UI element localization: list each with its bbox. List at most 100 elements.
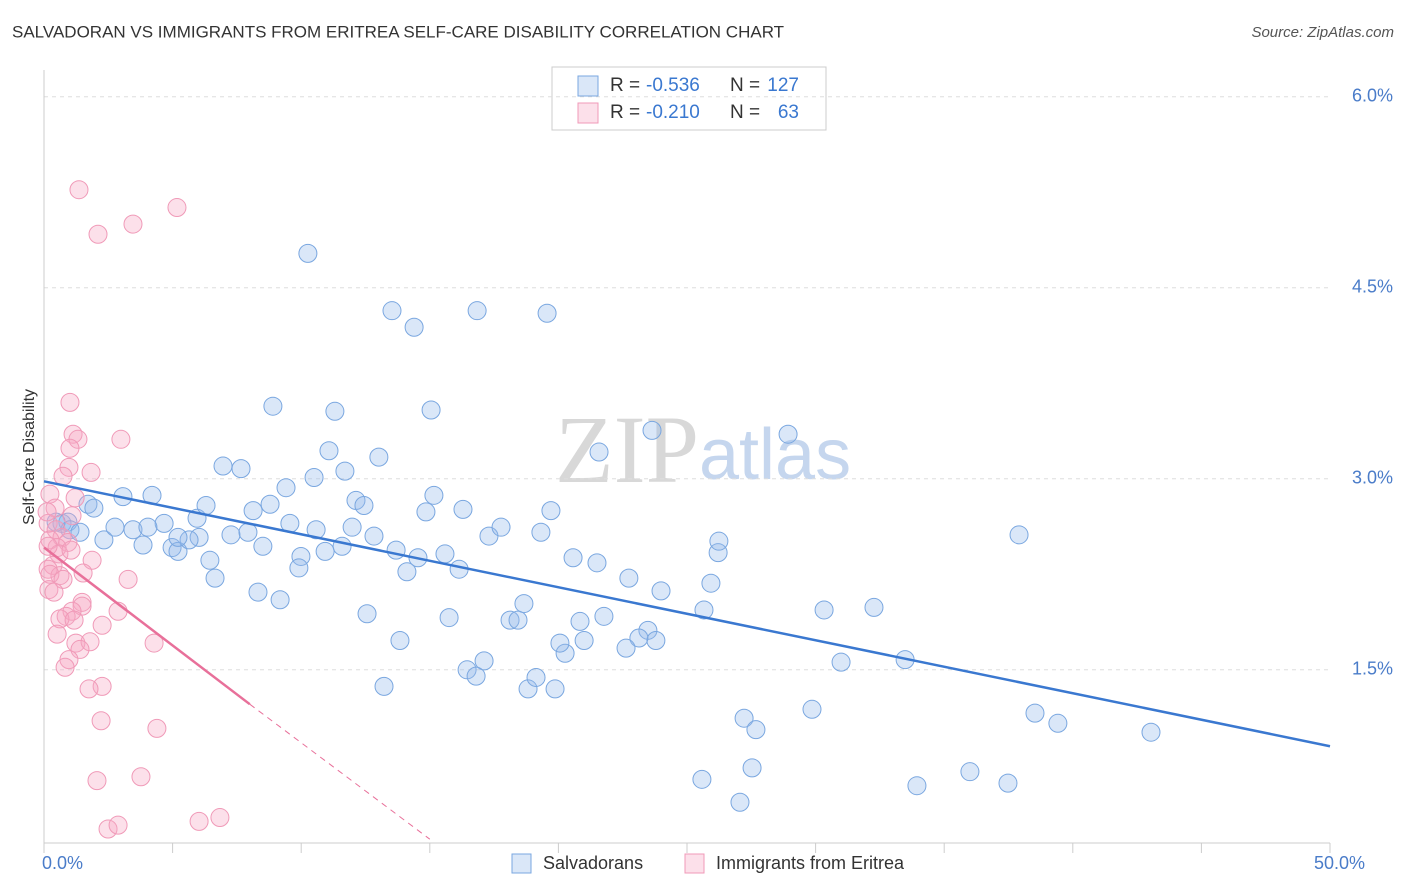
point: [168, 527, 188, 547]
point: [802, 699, 822, 719]
y-axis-label: Self-Care Disability: [21, 389, 38, 525]
point: [260, 494, 280, 514]
point: [541, 501, 561, 521]
trend-line: [249, 703, 431, 840]
y-tick-label: 4.5%: [1352, 277, 1393, 297]
point: [508, 610, 528, 630]
point: [742, 758, 762, 778]
point: [555, 643, 575, 663]
point: [629, 628, 649, 648]
point: [998, 773, 1018, 793]
watermark: ZIPatlas: [555, 396, 851, 503]
point: [404, 317, 424, 337]
point: [369, 447, 389, 467]
point: [298, 243, 318, 263]
point: [642, 420, 662, 440]
point: [60, 438, 80, 458]
point: [424, 485, 444, 505]
point: [701, 573, 721, 593]
point: [594, 606, 614, 626]
point: [354, 496, 374, 516]
point: [397, 562, 417, 582]
point: [619, 568, 639, 588]
legend-n-label: N =: [730, 102, 760, 123]
point: [80, 632, 100, 652]
point: [53, 466, 73, 486]
point: [73, 563, 93, 583]
trend-line: [43, 480, 1331, 748]
point: [79, 679, 99, 699]
point: [453, 499, 473, 519]
point: [500, 610, 520, 630]
point: [1025, 703, 1045, 723]
point: [253, 536, 273, 556]
point: [306, 520, 326, 540]
point: [179, 530, 199, 550]
point: [213, 456, 233, 476]
point: [646, 631, 666, 651]
point: [382, 301, 402, 321]
point: [111, 429, 131, 449]
point: [50, 609, 70, 629]
point: [651, 581, 671, 601]
legend-n-value: 63: [778, 102, 799, 123]
point: [105, 517, 125, 537]
point: [64, 610, 84, 630]
point: [65, 488, 85, 508]
point: [545, 679, 565, 699]
x-tick-label: 50.0%: [1314, 853, 1365, 873]
source: Source: ZipAtlas.com: [1251, 24, 1394, 41]
point: [49, 544, 69, 564]
point: [38, 536, 58, 556]
point: [319, 441, 339, 461]
point: [1009, 525, 1029, 545]
point: [550, 633, 570, 653]
point: [221, 525, 241, 545]
legend-label: Immigrants from Eritrea: [716, 853, 905, 873]
point: [466, 666, 486, 686]
point: [238, 522, 258, 542]
x-tick-label: 0.0%: [42, 853, 83, 873]
point: [537, 303, 557, 323]
point: [814, 600, 834, 620]
point: [270, 590, 290, 610]
legend-swatch: [577, 75, 599, 97]
point: [1048, 713, 1068, 733]
point: [357, 604, 377, 624]
point: [87, 771, 107, 791]
point: [60, 392, 80, 412]
point: [69, 180, 89, 200]
point: [831, 652, 851, 672]
point: [263, 396, 283, 416]
watermark-prefix: ZIP: [555, 396, 699, 503]
trend-line: [43, 546, 251, 706]
point: [147, 718, 167, 738]
point: [162, 538, 182, 558]
legend-r-value: -0.210: [646, 102, 700, 123]
point: [692, 769, 712, 789]
point: [709, 531, 729, 551]
point: [248, 582, 268, 602]
point: [144, 633, 164, 653]
point: [526, 667, 546, 687]
point: [276, 478, 296, 498]
legend-swatch: [684, 853, 705, 874]
point: [138, 517, 158, 537]
y-tick-label: 1.5%: [1352, 659, 1393, 679]
point: [91, 711, 111, 731]
point: [616, 638, 636, 658]
point: [133, 535, 153, 555]
point: [439, 608, 459, 628]
point: [94, 530, 114, 550]
point: [778, 424, 798, 444]
point: [421, 400, 441, 420]
point: [518, 679, 538, 699]
point: [189, 811, 209, 831]
point: [123, 214, 143, 234]
point: [243, 501, 263, 521]
point: [47, 624, 67, 644]
point: [84, 498, 104, 518]
point: [98, 819, 118, 839]
legend-n-value: 127: [767, 75, 799, 96]
